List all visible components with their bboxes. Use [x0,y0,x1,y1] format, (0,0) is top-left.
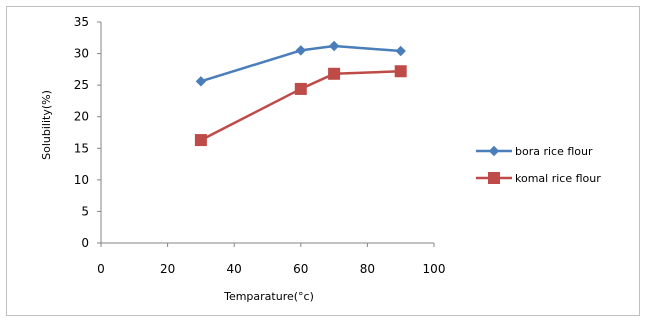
x-tick-label: 60 [293,262,308,276]
legend-label-1: komal rice flour [515,172,601,185]
x-tick-label: 100 [423,262,446,276]
x-tick-label: 40 [227,262,242,276]
y-tick-label: 10 [74,173,89,187]
x-tick-label: 80 [360,262,375,276]
y-tick-label: 0 [81,236,89,250]
y-tick-label: 5 [81,204,89,218]
series-line-0 [200,44,401,83]
y-tick-label: 20 [74,110,89,124]
x-tick-label: 0 [97,262,105,276]
x-tick-label: 20 [160,262,175,276]
x-axis-title: Temparature(°c) [223,290,314,303]
series-line-1 [200,70,401,142]
legend-marker-0 [488,145,500,157]
data-point-1-2 [328,67,341,80]
data-point-0-1 [295,45,307,56]
data-point-0-2 [328,40,340,52]
data-point-1-3 [394,65,407,78]
data-point-0-3 [395,45,406,57]
y-tick-label: 30 [74,47,89,61]
data-point-1-1 [294,82,307,95]
legend-marker-1 [488,172,500,184]
y-tick-label: 15 [74,141,89,155]
y-tick-label: 35 [74,15,89,29]
y-axis-title: Solubility(%) [40,90,53,160]
data-point-1-0 [194,134,207,147]
data-point-0-0 [195,76,207,87]
y-tick-label: 25 [74,78,89,92]
chart-frame [6,6,640,316]
legend-label-0: bora rice flour [515,145,593,158]
